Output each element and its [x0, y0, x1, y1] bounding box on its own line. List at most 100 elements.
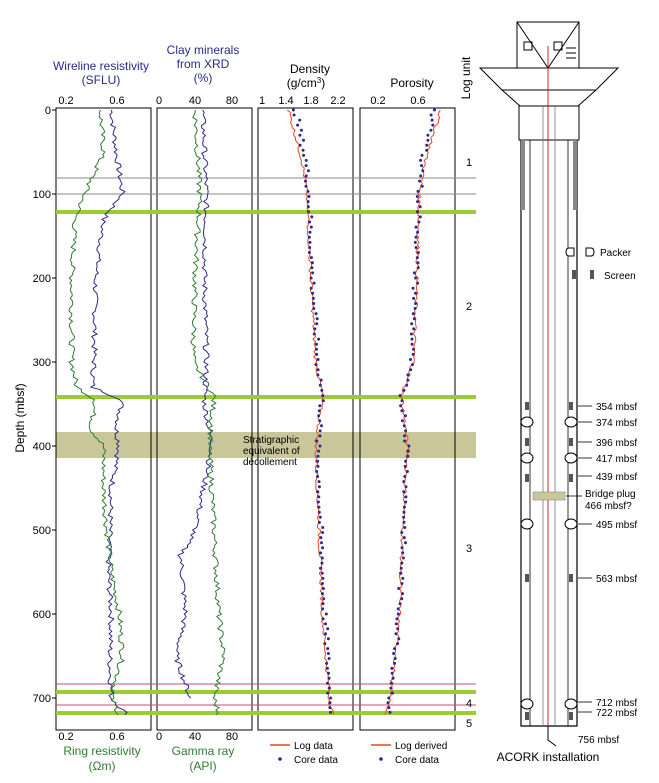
density-core-dot: [328, 706, 332, 710]
density-core-dot: [326, 681, 329, 685]
log-unit-title: Log unit: [459, 56, 473, 99]
porosity-core-dot: [404, 541, 407, 545]
depth-tick-400: 400: [33, 441, 51, 453]
density-core-dot: [321, 399, 325, 403]
acork-diagram: Packer Screen 354 mbsf 374 mbsf 396 mbsf…: [478, 21, 637, 764]
density-core-dot: [316, 475, 320, 478]
density-core-dot: [315, 352, 319, 356]
density-core-dot: [313, 327, 317, 331]
clay-curve: [173, 109, 213, 699]
porosity-core-dot: [402, 536, 406, 540]
porosity-core-dot: [404, 414, 407, 418]
porosity-core-dot: [404, 500, 408, 504]
depth-mark-563: 563 mbsf: [596, 574, 637, 585]
density-core-dot: [321, 531, 325, 534]
unit-boundary-3-4: [56, 690, 476, 694]
density-core-dot: [326, 627, 330, 631]
density-core-dot: [328, 701, 332, 705]
density-core-dot: [326, 652, 330, 655]
porosity-core-dot: [411, 286, 415, 290]
density-core-dot: [318, 383, 322, 387]
packer-417-left: [520, 452, 534, 464]
depth-ticks: [52, 109, 56, 699]
depth-tick-600: 600: [33, 609, 51, 621]
density-core-dot: [320, 556, 324, 560]
ring-unit: (Ωm): [89, 759, 116, 773]
valve-left: [523, 41, 533, 51]
packer-417-right: [564, 452, 578, 464]
porosity-core-dot: [401, 576, 405, 580]
density-core-dot: [316, 373, 320, 377]
bridge-plug: [532, 491, 566, 501]
density-core-dot: [304, 179, 307, 183]
porosity-core-dot: [433, 108, 436, 112]
depth-tick-700: 700: [33, 693, 51, 705]
porosity-log-curve: [384, 109, 441, 716]
porosity-core-dot: [403, 526, 407, 529]
reentry-cone-upper: [478, 67, 620, 91]
density-core-dot: [316, 500, 320, 504]
gamma-unit: (API): [189, 759, 216, 773]
porosity-tick-0: 0.2: [370, 95, 385, 107]
density-core-dot: [320, 424, 323, 428]
depth-tick-200: 200: [33, 273, 51, 285]
porosity-core-dot: [403, 464, 407, 468]
porosity-core-dot: [413, 307, 417, 310]
porosity-core-dot: [393, 647, 397, 651]
density-core-dot: [317, 485, 321, 489]
density-core-dot: [315, 342, 318, 346]
depth-tick-500: 500: [33, 525, 51, 537]
porosity-core-dot: [400, 597, 404, 601]
porosity-core-dot: [414, 276, 418, 280]
density-core-dot: [307, 251, 311, 254]
decollement-band: [56, 432, 476, 458]
casing-top: [518, 105, 580, 141]
unit-boundary-4-5: [56, 711, 476, 715]
density-core-dot: [307, 195, 311, 198]
density-core-dot: [316, 459, 320, 463]
density-core-dot: [321, 576, 325, 580]
porosity-core-dot: [425, 148, 429, 152]
porosity-core-dot: [411, 352, 415, 356]
density-core-dot: [321, 526, 325, 529]
density-core-dot: [315, 470, 319, 473]
depth-mark-374: 374 mbsf: [596, 418, 637, 429]
density-core-dot: [329, 710, 333, 714]
density-core-dot: [304, 158, 308, 162]
porosity-core-dot: [418, 179, 422, 183]
screen-legend-label: Screen: [604, 271, 636, 282]
porosity-core-dot: [403, 434, 406, 438]
porosity-core-dot: [416, 261, 420, 265]
porosity-core-dot: [416, 251, 420, 254]
porosity-core-dot: [400, 399, 404, 403]
porosity-core-dot: [420, 153, 424, 157]
porosity-core-dot: [387, 696, 391, 700]
porosity-core-dot: [399, 571, 402, 575]
density-core-dot: [318, 434, 322, 438]
porosity-core-dot: [402, 480, 406, 484]
density-core-dot: [325, 666, 329, 670]
density-core-dot: [317, 510, 321, 514]
porosity-core-dot: [400, 531, 404, 534]
porosity-core-dot: [413, 240, 417, 244]
porosity-core-dot: [430, 118, 434, 122]
porosity-legend-dot-label: Core data: [395, 755, 439, 766]
density-core-dot: [299, 128, 303, 132]
res-tick-bot-1: 0.6: [109, 731, 124, 743]
density-tick-1: 1.4: [278, 95, 293, 107]
density-core-dot: [318, 419, 322, 423]
density-core-dot: [298, 143, 302, 147]
porosity-core-dot: [399, 566, 403, 570]
porosity-core-dot: [404, 429, 408, 433]
density-core-dot: [322, 597, 326, 601]
density-core-dot: [314, 347, 318, 351]
gamma-tick-0: 0: [156, 731, 162, 743]
density-core-dot: [316, 464, 320, 468]
gamma-tick-2: 80: [226, 731, 238, 743]
porosity-core-dot: [390, 671, 394, 675]
packer-712-left: [520, 698, 534, 710]
porosity-core-dot: [404, 495, 408, 499]
porosity-core-dot: [400, 561, 404, 565]
porosity-core-dot: [419, 174, 423, 178]
density-core-dot: [291, 108, 295, 112]
